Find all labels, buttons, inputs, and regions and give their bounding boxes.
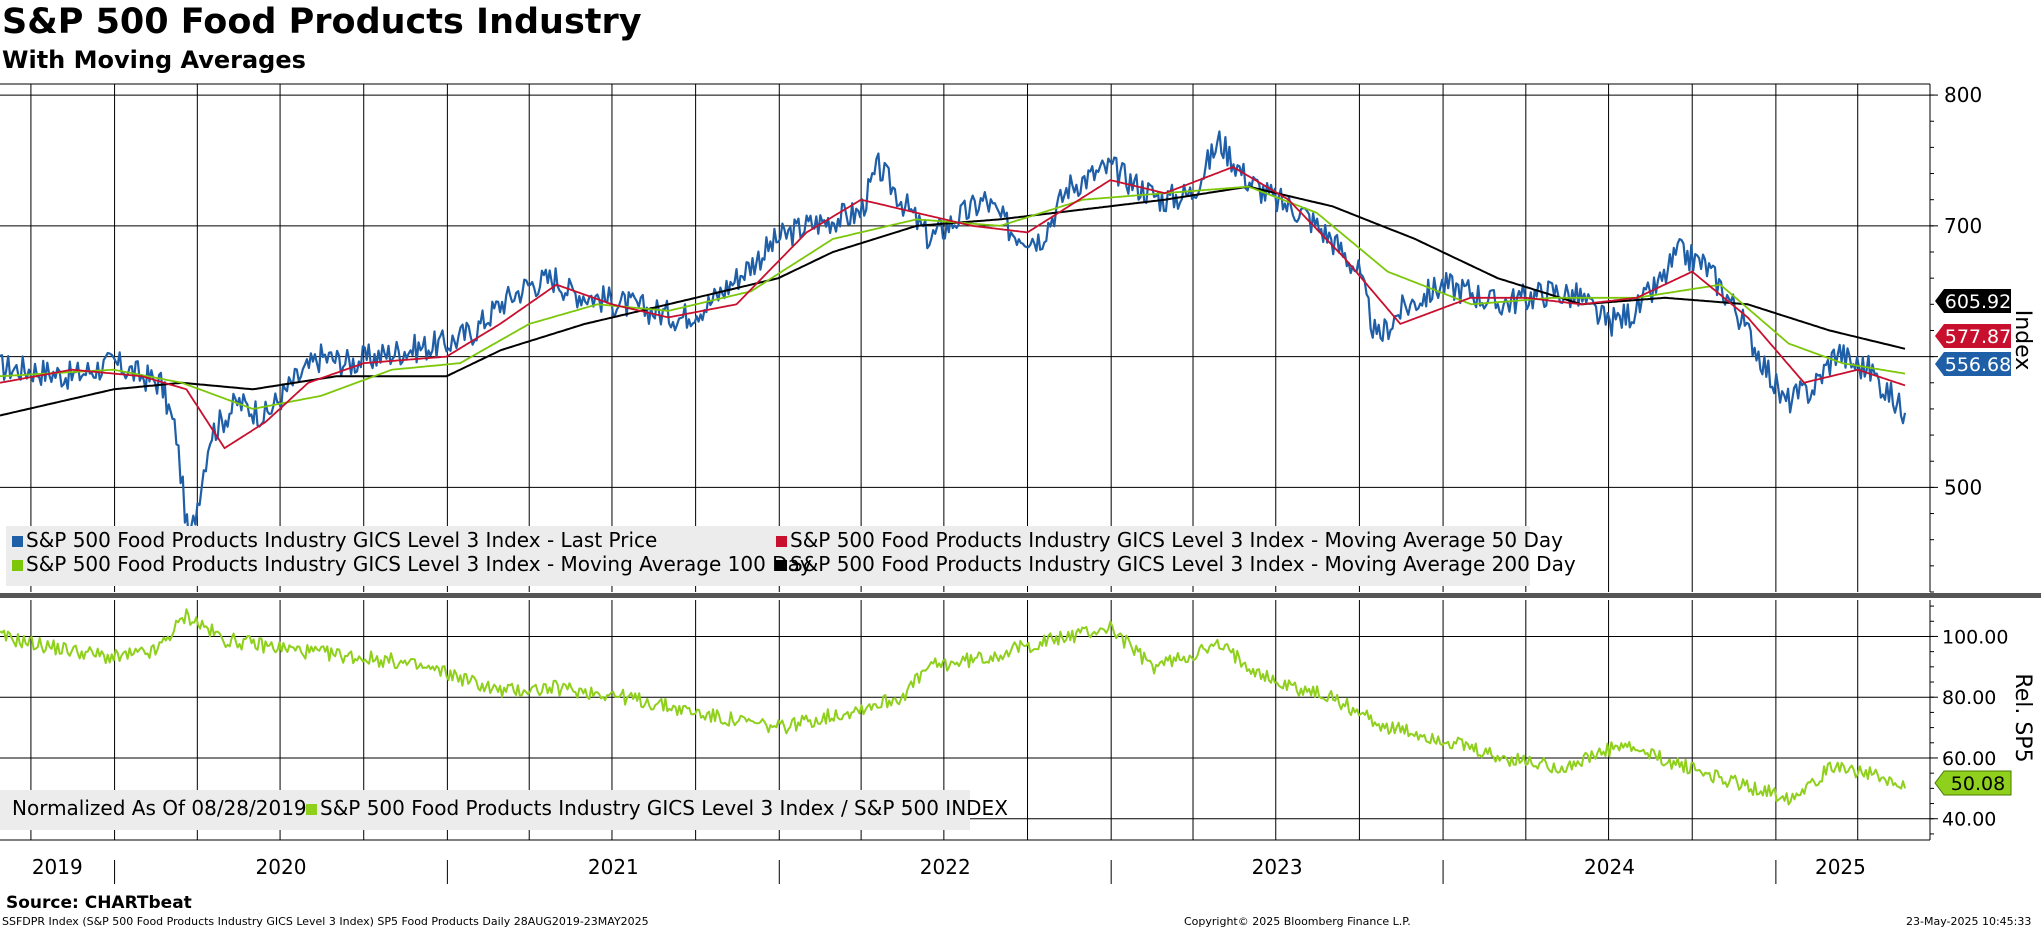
x-year-label: 2022 xyxy=(920,855,971,879)
x-year-label: 2020 xyxy=(256,855,307,879)
x-year-label: 2023 xyxy=(1252,855,1303,879)
chart-subtitle: With Moving Averages xyxy=(2,46,306,74)
lower-ytick-label: 60.00 xyxy=(1942,748,1996,770)
tag-last-price: 556.68 xyxy=(1935,352,2011,376)
upper-legend: S&P 500 Food Products Industry GICS Leve… xyxy=(6,526,1576,586)
legend-item-ma200: S&P 500 Food Products Industry GICS Leve… xyxy=(776,552,1576,576)
legend-swatch-relative xyxy=(306,804,317,815)
legend-swatch-ma100 xyxy=(12,560,23,571)
lower-ytick-label: 80.00 xyxy=(1942,687,1996,709)
tag-last-price-text: 556.68 xyxy=(1945,354,2011,376)
legend-label-ma50: S&P 500 Food Products Industry GICS Leve… xyxy=(790,528,1563,552)
tag-relative-text: 50.08 xyxy=(1951,773,2005,795)
tag-ma200: 605.92 xyxy=(1935,289,2011,313)
footer-center: Copyright© 2025 Bloomberg Finance L.P. xyxy=(1184,915,1411,928)
tag-last-price-shape xyxy=(1935,352,2011,376)
lower-legend: Normalized As Of 08/28/2019 S&P 500 Food… xyxy=(0,790,1008,830)
upper-ytick-label: 500 xyxy=(1944,475,1982,499)
tag-ma50-shape xyxy=(1935,324,2011,348)
legend-item-last-price: S&P 500 Food Products Industry GICS Leve… xyxy=(12,528,657,552)
tag-ma50-text: 577.87 xyxy=(1945,326,2011,348)
tag-ma200-text: 605.92 xyxy=(1945,291,2011,313)
x-year-label: 2021 xyxy=(588,855,639,879)
tag-ma50: 577.87 xyxy=(1935,324,2011,348)
tag-ma200-shape xyxy=(1935,289,2011,313)
tag-relative-shape xyxy=(1934,770,2012,796)
legend-note-normalized: Normalized As Of 08/28/2019 xyxy=(12,796,307,820)
upper-ytick-label: 700 xyxy=(1944,214,1982,238)
upper-ytick-label: 800 xyxy=(1944,83,1982,107)
legend-item-ma100: S&P 500 Food Products Industry GICS Leve… xyxy=(12,552,812,576)
x-year-label: 2025 xyxy=(1815,855,1866,879)
legend-label-relative: S&P 500 Food Products Industry GICS Leve… xyxy=(320,796,1008,820)
panel-separator xyxy=(0,593,2041,598)
chart-title: S&P 500 Food Products Industry xyxy=(2,2,642,42)
lower-yaxis-title: Rel. SP5 xyxy=(2010,673,2035,762)
series-line-ma50 xyxy=(0,166,1906,450)
legend-label-ma200: S&P 500 Food Products Industry GICS Leve… xyxy=(790,552,1576,576)
legend-item-relative: S&P 500 Food Products Industry GICS Leve… xyxy=(306,796,1008,820)
series-line-relative xyxy=(0,608,1906,806)
upper-yaxis-title: Index xyxy=(2010,310,2035,371)
footer-right: 23-May-2025 10:45:33 xyxy=(1906,915,2032,928)
legend-swatch-ma50 xyxy=(776,536,787,547)
x-year-label: 2019 xyxy=(32,855,83,879)
source-label: Source: CHARTbeat xyxy=(6,893,192,913)
legend-swatch-ma200 xyxy=(776,560,787,571)
footer-left: SSFDPR Index (S&P 500 Food Products Indu… xyxy=(2,915,649,928)
legend-item-ma50: S&P 500 Food Products Industry GICS Leve… xyxy=(776,528,1563,552)
x-year-label: 2024 xyxy=(1584,855,1635,879)
series-line-last_price xyxy=(0,130,1907,548)
legend-label-last-price: S&P 500 Food Products Industry GICS Leve… xyxy=(26,528,658,552)
lower-ytick-label: 40.00 xyxy=(1942,809,1996,831)
lower-ytick-label: 100.00 xyxy=(1942,626,2008,648)
legend-swatch-last-price xyxy=(12,536,23,547)
legend-label-ma100: S&P 500 Food Products Industry GICS Leve… xyxy=(26,552,812,576)
tag-relative: 50.08 xyxy=(1934,770,2012,796)
series-line-ma100 xyxy=(0,185,1906,410)
legend-normalized-label: Normalized As Of 08/28/2019 xyxy=(12,796,307,820)
